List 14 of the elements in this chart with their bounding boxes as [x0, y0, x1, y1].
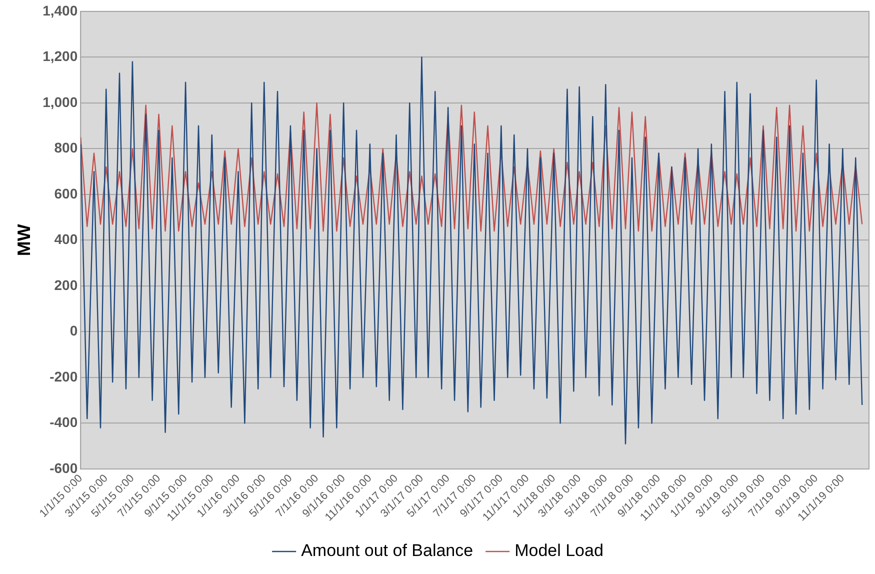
y-tick-label: 800	[54, 140, 78, 156]
y-tick-label: 600	[54, 185, 78, 202]
legend-label: Amount out of Balance	[301, 541, 474, 560]
y-tick-label: 1,200	[42, 48, 78, 64]
y-axis-title: MW	[14, 224, 34, 256]
y-tick-label: 400	[54, 231, 78, 248]
y-tick-label: -600	[50, 460, 78, 476]
y-tick-label: 1,400	[42, 2, 78, 18]
y-tick-label: 1,000	[42, 94, 78, 110]
legend-label: Model Load	[514, 541, 604, 560]
y-tick-label: 0	[70, 322, 78, 339]
y-tick-label: -400	[50, 414, 78, 430]
y-tick-label: -200	[50, 368, 78, 384]
y-tick-label: 200	[54, 276, 78, 293]
